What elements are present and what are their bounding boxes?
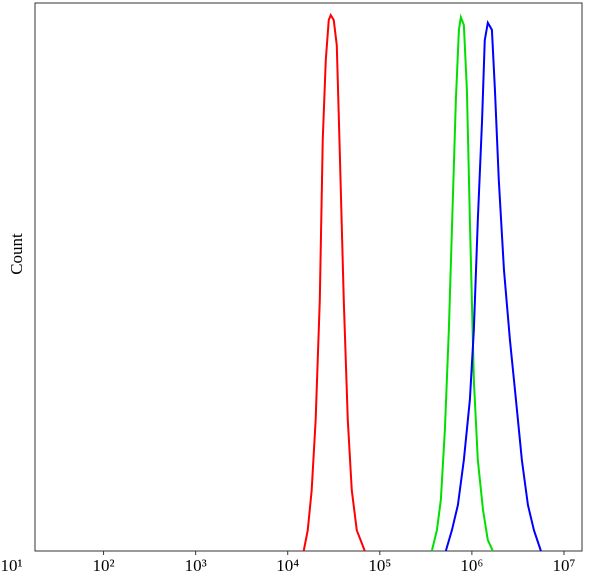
y-axis-label: Count	[7, 233, 26, 275]
x-tick-label: 10²	[93, 556, 115, 575]
x-tick-label: 10⁷	[552, 556, 575, 575]
x-tick-label: 10⁴	[276, 556, 299, 575]
histogram-line	[444, 19, 542, 552]
plot-frame	[34, 2, 583, 552]
x-tick-label: 10³	[185, 556, 207, 575]
x-tick-label: 10⁶	[460, 556, 483, 575]
histogram-line	[430, 13, 494, 552]
histogram-line	[302, 12, 366, 552]
x-tick-label: 10¹	[0, 556, 22, 575]
x-tick-label: 10⁵	[368, 556, 391, 575]
